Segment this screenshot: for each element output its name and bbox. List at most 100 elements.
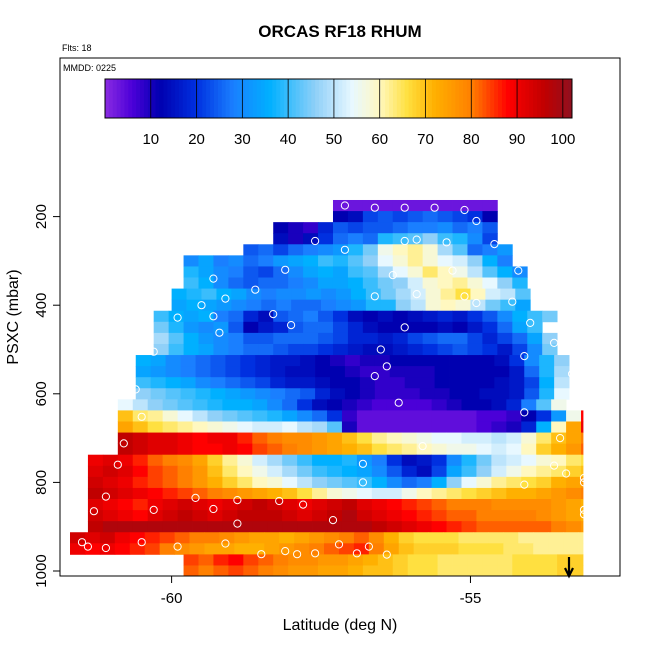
heatmap-cell [365,299,382,312]
heatmap-cell [252,499,268,511]
heatmap-cell [144,532,161,544]
heatmap-cell [228,321,244,334]
heatmap-cell [252,521,268,533]
heatmap-cell [225,366,241,378]
heatmap-cell [162,432,178,445]
heatmap-cell [581,454,584,467]
heatmap-cell [183,554,199,566]
flight-point-marker [275,496,284,506]
heatmap-cell [509,366,525,378]
heatmap-cell [416,521,433,533]
heatmap-cell [177,399,193,411]
heatmap-cell [485,288,501,301]
heatmap-cell [491,399,507,411]
flight-point-marker [526,318,535,327]
heatmap-cell [303,343,319,356]
heatmap-cell [521,487,537,500]
heatmap-cell [452,222,468,234]
heatmap-cell [482,266,498,278]
heatmap-cell [386,487,403,500]
heatmap-cell [431,454,447,467]
heatmap-cell [437,332,453,345]
colorbar-segment [552,79,557,118]
heatmap-cell [356,399,373,411]
heatmap-cell [437,310,453,323]
colorbar-segment [486,79,491,118]
heatmap-cell [527,332,543,345]
heatmap-cell [512,277,528,289]
heatmap-cell [228,266,244,278]
heatmap-cell [297,499,313,511]
heatmap-cell [428,543,444,555]
heatmap-cell [153,332,170,345]
heatmap-cell [431,521,447,533]
heatmap-cell [303,332,319,345]
colorbar-segment [373,79,378,118]
heatmap-cell [452,332,468,345]
heatmap-cell [237,465,253,478]
flight-point-marker [173,542,182,551]
heatmap-cell [476,487,492,500]
heatmap-cell [87,476,104,489]
heatmap-cell [216,299,232,312]
heatmap-cell [536,465,552,478]
heatmap-cell [285,377,301,389]
heatmap-cell [524,388,540,400]
heatmap-cell [294,543,310,555]
heatmap-cell [401,432,418,445]
colorbar-segment [389,79,394,118]
heatmap-cell [332,233,349,245]
heatmap-cell [162,465,178,478]
colorbar-segment [213,79,219,118]
heatmap-cell [377,332,394,345]
heatmap-cell [536,421,552,433]
heatmap-cell [407,211,424,223]
heatmap-cell [377,222,394,234]
heatmap-cell [332,255,349,267]
heatmap-cell [566,521,582,533]
heatmap-cell [491,499,507,511]
heatmap-cell [243,554,259,566]
heatmap-cell [488,543,504,555]
heatmap-cell [479,355,495,367]
heatmap-cell [192,399,208,411]
heatmap-cell [114,532,131,544]
heatmap-cell [225,388,241,400]
heatmap-cell [183,332,199,345]
heatmap-cell [551,432,567,445]
heatmap-cell [494,388,510,400]
heatmap-cell [282,465,298,478]
heatmap-cell [249,543,265,555]
heatmap-cell [401,487,418,500]
heatmap-cell [237,454,253,467]
heatmap-cell [437,244,453,256]
heatmap-cell [162,487,178,500]
flight-point-marker [370,372,379,381]
heatmap-cell [497,565,513,577]
heatmap-cell [255,366,271,378]
flight-point-marker [221,294,230,303]
heatmap-cell [362,211,379,223]
flight-point-marker [370,292,379,301]
heatmap-cell [183,310,199,323]
heatmap-cell [282,499,298,511]
heatmap-cell [192,454,208,467]
heatmap-cell [482,233,498,245]
heatmap-cell [362,244,379,256]
heatmap-cell [273,266,289,278]
heatmap-cell [332,343,349,356]
heatmap-cell [368,532,385,544]
heatmap-cell [416,465,433,478]
heatmap-cell [252,410,268,422]
heatmap-cell [377,233,394,245]
heatmap-cell [183,321,199,334]
heatmap-cell [362,277,379,289]
heatmap-cell [117,476,134,489]
colorbar-segment [264,79,269,118]
heatmap-cell [527,321,543,334]
heatmap-cell [482,199,498,212]
heatmap-cell [506,432,522,445]
heatmap-cell [162,454,178,467]
flight-point-marker [400,323,409,332]
heatmap-cell [581,432,584,445]
